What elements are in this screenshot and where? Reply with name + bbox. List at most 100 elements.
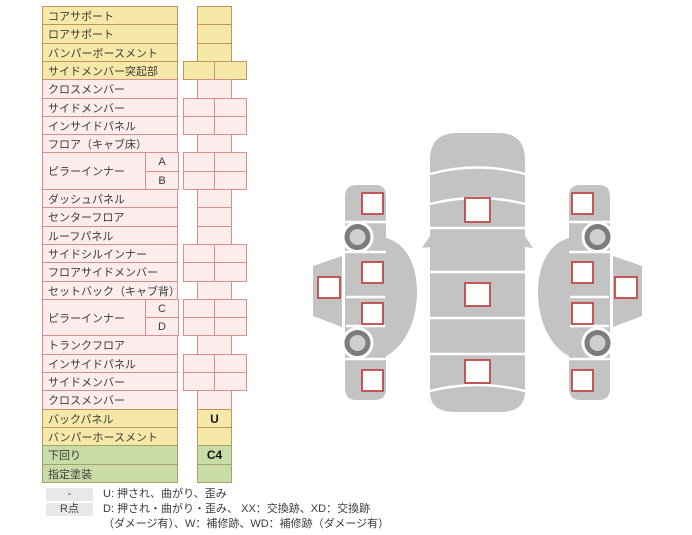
part-row-sublabel: A (145, 152, 179, 172)
check-cell-left[interactable] (183, 262, 215, 282)
mirror-icon (525, 236, 533, 248)
part-row-sublabel: C (145, 299, 179, 318)
part-row-label: フロア（キャブ床） (42, 134, 178, 153)
check-cell[interactable] (197, 390, 232, 410)
part-row-label: クロスメンバー (42, 390, 178, 410)
check-cell[interactable] (197, 207, 232, 227)
damage-marker-box[interactable] (361, 261, 384, 284)
part-row-label: フロアサイドメンバー (42, 262, 178, 282)
part-row-label: サイドシルインナー (42, 244, 178, 263)
part-row-label: サイドメンバー (42, 372, 178, 391)
wheel-icon (589, 229, 606, 245)
damage-marker-box[interactable] (464, 197, 491, 223)
check-cell[interactable] (197, 281, 232, 300)
parts-checklist-table: コアサポート ロアサポート バンパーボースメント サイドメンバー突起部 クロスメンバーサ… (42, 6, 292, 488)
damage-marker-box[interactable] (317, 276, 341, 299)
check-cell[interactable] (197, 189, 232, 208)
check-cell-right[interactable] (214, 171, 247, 190)
damage-marker-box[interactable] (614, 276, 638, 299)
part-row-label: ダッシュパネル (42, 189, 178, 208)
check-cell-left[interactable] (183, 299, 215, 318)
part-row-label: トランクフロア (42, 335, 178, 355)
legend-text-u: U: 押され、曲がり、歪み (103, 488, 227, 500)
wheel-icon (341, 327, 374, 359)
check-cell[interactable] (197, 43, 232, 62)
car-body-left (345, 185, 417, 400)
part-row-label: ロアサポート (42, 24, 178, 44)
check-cell[interactable] (197, 134, 232, 153)
legend-badge-rpoint: R点 (46, 503, 93, 516)
legend-badge-minus: - (46, 488, 93, 501)
damage-marker-box[interactable] (571, 369, 594, 392)
check-cell-left[interactable] (183, 171, 215, 190)
check-cell-right[interactable] (214, 354, 247, 373)
damage-marker-box[interactable] (361, 369, 384, 392)
check-cell[interactable]: U (197, 409, 232, 428)
check-cell[interactable] (197, 79, 232, 99)
part-row-label: ピラーインナー (42, 299, 146, 336)
part-row-label: コアサポート (42, 6, 178, 25)
part-row-label: バックパネル (42, 409, 178, 428)
mirror-icon (422, 236, 430, 248)
check-cell-right[interactable] (214, 98, 247, 117)
part-row-label: クロスメンバー (42, 79, 178, 99)
check-cell-right[interactable] (214, 372, 247, 391)
check-cell-left[interactable] (183, 372, 215, 391)
legend: - U: 押され、曲がり、歪み R点 D: 押され・曲がり・歪み、 XX：交換跡… (46, 488, 476, 531)
part-row-label: サイドメンバー (42, 98, 178, 117)
part-row-sublabel: B (145, 171, 179, 190)
check-cell-left[interactable] (183, 317, 215, 336)
part-row-label: バンパーホースメント (42, 427, 178, 446)
wheel-icon (589, 335, 606, 351)
check-cell-right[interactable] (214, 61, 247, 80)
wheel-icon (581, 221, 614, 253)
wheel-icon (581, 327, 614, 359)
check-cell-right[interactable] (214, 299, 247, 318)
part-row-label: センターフロア (42, 207, 178, 227)
check-cell[interactable] (197, 6, 232, 25)
check-cell[interactable]: C4 (197, 445, 232, 465)
check-cell-right[interactable] (214, 262, 247, 282)
check-cell[interactable] (197, 24, 232, 44)
check-cell-right[interactable] (214, 152, 247, 172)
check-cell-right[interactable] (214, 317, 247, 336)
check-cell-left[interactable] (183, 244, 215, 263)
check-cell[interactable] (197, 464, 232, 483)
part-row-label: ルーフパネル (42, 226, 178, 245)
wheel-icon (349, 335, 366, 351)
check-cell[interactable] (197, 335, 232, 355)
damage-marker-box[interactable] (571, 302, 594, 325)
legend-line-2: R点 D: 押され・曲がり・歪み、 XX：交換跡、XD：交換跡 (46, 503, 476, 516)
damage-marker-box[interactable] (571, 261, 594, 284)
wheel-icon (349, 229, 366, 245)
check-cell-left[interactable] (183, 152, 215, 172)
damage-marker-box[interactable] (361, 302, 384, 325)
check-cell-right[interactable] (214, 116, 247, 135)
check-cell-left[interactable] (183, 116, 215, 135)
damage-marker-box[interactable] (361, 192, 384, 215)
car-body-right (538, 185, 610, 400)
part-row-label: インサイドパネル (42, 116, 178, 135)
check-cell-right[interactable] (214, 244, 247, 263)
wheel-icon (341, 221, 374, 253)
damage-marker-box[interactable] (464, 282, 491, 307)
check-cell-left[interactable] (183, 354, 215, 373)
part-row-label: ピラーインナー (42, 152, 146, 190)
part-row-label: 指定塗装 (42, 464, 178, 483)
part-row-label: インサイドパネル (42, 354, 178, 373)
damage-marker-box[interactable] (571, 192, 594, 215)
car-side-view-right (538, 185, 642, 400)
check-cell-left[interactable] (183, 98, 215, 117)
check-cell-left[interactable] (183, 61, 215, 80)
part-row-sublabel: D (145, 317, 179, 336)
legend-line-1: - U: 押され、曲がり、歪み (46, 488, 476, 501)
car-top-view (422, 133, 533, 412)
car-side-view-left (313, 185, 417, 400)
legend-text-continued: （ダメージ有）、W：補修跡、WD：補修跡（ダメージ有） (103, 518, 390, 530)
check-cell[interactable] (197, 226, 232, 245)
part-row-label: 下回り (42, 445, 178, 465)
check-cell[interactable] (197, 427, 232, 446)
legend-text-d: D: 押され・曲がり・歪み、 XX：交換跡、XD：交換跡 (103, 503, 371, 515)
part-row-label: バンパーボースメント (42, 43, 178, 62)
damage-marker-box[interactable] (464, 359, 491, 384)
